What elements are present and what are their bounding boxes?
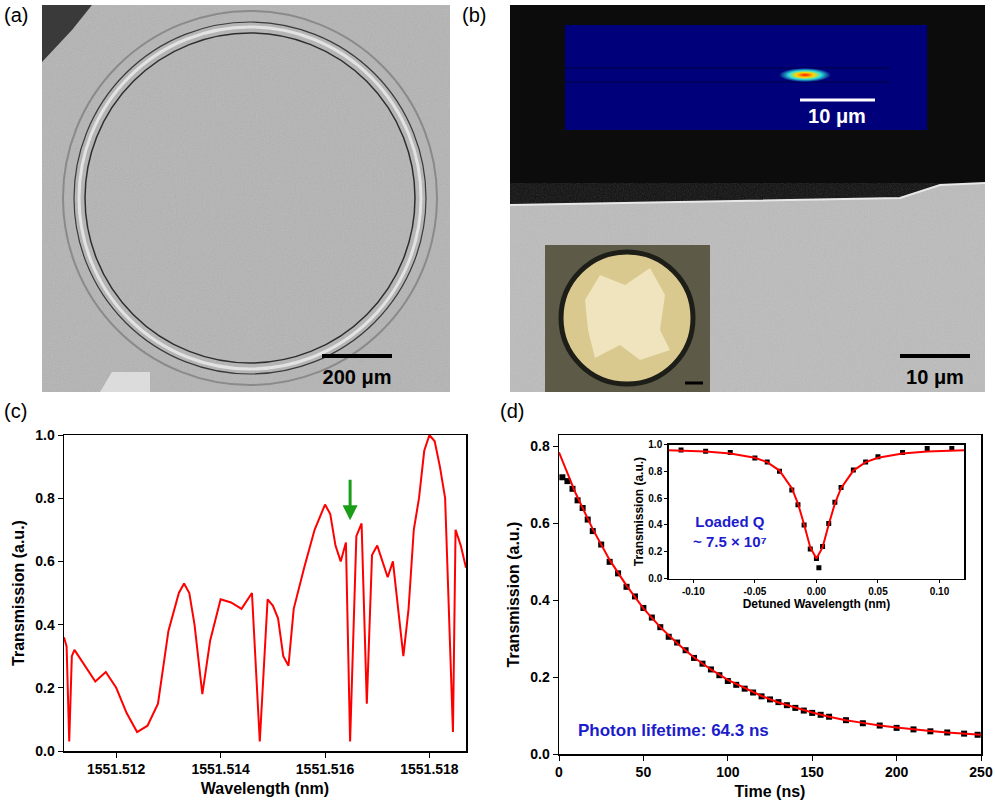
html-text:(d): (d) — [500, 400, 525, 422]
svg-text:Transmission (a.u.): Transmission (a.u.) — [632, 457, 646, 566]
html-text:(b): (b) — [462, 4, 487, 26]
svg-text:Wavelength (nm): Wavelength (nm) — [201, 780, 329, 797]
svg-text:Photon lifetime: 64.3 ns: Photon lifetime: 64.3 ns — [578, 721, 769, 740]
svg-text:1.0: 1.0 — [648, 439, 662, 450]
svg-text:200 μm: 200 μm — [323, 366, 392, 388]
svg-text:250: 250 — [969, 764, 993, 780]
svg-text:Time (ns): Time (ns) — [735, 783, 806, 800]
svg-text:10 μm: 10 μm — [808, 105, 866, 127]
svg-text:0.4: 0.4 — [35, 617, 55, 633]
svg-text:0.0: 0.0 — [648, 573, 662, 584]
svg-text:0.2: 0.2 — [35, 680, 55, 696]
svg-text:1551.514: 1551.514 — [191, 761, 250, 777]
svg-text:0.0: 0.0 — [530, 746, 550, 762]
svg-text:0.6: 0.6 — [35, 553, 55, 569]
svg-text:Transmission (a.u.): Transmission (a.u.) — [10, 520, 27, 666]
svg-text:10 μm: 10 μm — [906, 366, 964, 388]
svg-text:0.6: 0.6 — [530, 515, 550, 531]
svg-text:0.10: 0.10 — [930, 586, 950, 597]
svg-text:Detuned Wavelength (nm): Detuned Wavelength (nm) — [743, 597, 891, 611]
svg-text:150: 150 — [801, 764, 825, 780]
html-text:(c): (c) — [4, 400, 28, 422]
svg-text:0.6: 0.6 — [648, 493, 662, 504]
svg-text:200: 200 — [885, 764, 909, 780]
svg-text:1551.512: 1551.512 — [87, 761, 146, 777]
svg-text:Loaded Q~ 7.5 × 10⁷: Loaded Q~ 7.5 × 10⁷ — [693, 513, 767, 550]
svg-text:50: 50 — [636, 764, 652, 780]
svg-text:Transmission (a.u.): Transmission (a.u.) — [505, 522, 522, 668]
html-text:(a): (a) — [4, 4, 29, 26]
svg-text:100: 100 — [716, 764, 740, 780]
svg-text:1551.518: 1551.518 — [400, 761, 459, 777]
svg-text:0.8: 0.8 — [530, 438, 550, 454]
svg-text:0.0: 0.0 — [35, 743, 55, 759]
svg-text:0.2: 0.2 — [648, 546, 662, 557]
svg-text:0.05: 0.05 — [868, 586, 888, 597]
svg-text:0: 0 — [555, 764, 563, 780]
svg-text:0.2: 0.2 — [530, 669, 550, 685]
svg-text:0.4: 0.4 — [530, 592, 550, 608]
svg-text:1.0: 1.0 — [35, 427, 55, 443]
svg-text:1551.516: 1551.516 — [296, 761, 355, 777]
svg-text:-0.10: -0.10 — [682, 586, 705, 597]
svg-text:0.8: 0.8 — [35, 490, 55, 506]
svg-text:0.4: 0.4 — [648, 519, 662, 530]
svg-text:0.00: 0.00 — [807, 586, 827, 597]
svg-text:-0.05: -0.05 — [743, 586, 766, 597]
svg-text:0.8: 0.8 — [648, 466, 662, 477]
